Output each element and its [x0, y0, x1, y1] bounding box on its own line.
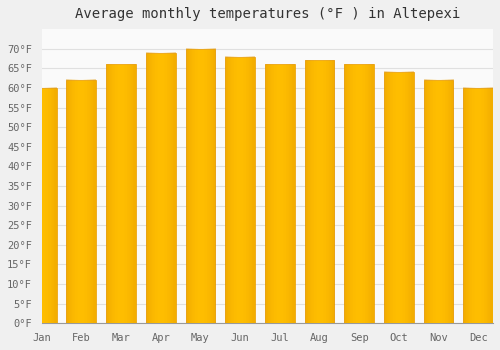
Bar — [225, 56, 255, 323]
Bar — [106, 64, 136, 323]
Bar — [186, 49, 216, 323]
Bar — [265, 64, 294, 323]
Bar — [304, 61, 334, 323]
Bar — [424, 80, 454, 323]
Bar — [66, 80, 96, 323]
Bar — [384, 72, 414, 323]
Bar — [146, 52, 176, 323]
Bar — [464, 88, 493, 323]
Bar — [27, 88, 56, 323]
Title: Average monthly temperatures (°F ) in Altepexi: Average monthly temperatures (°F ) in Al… — [74, 7, 460, 21]
Bar — [344, 64, 374, 323]
